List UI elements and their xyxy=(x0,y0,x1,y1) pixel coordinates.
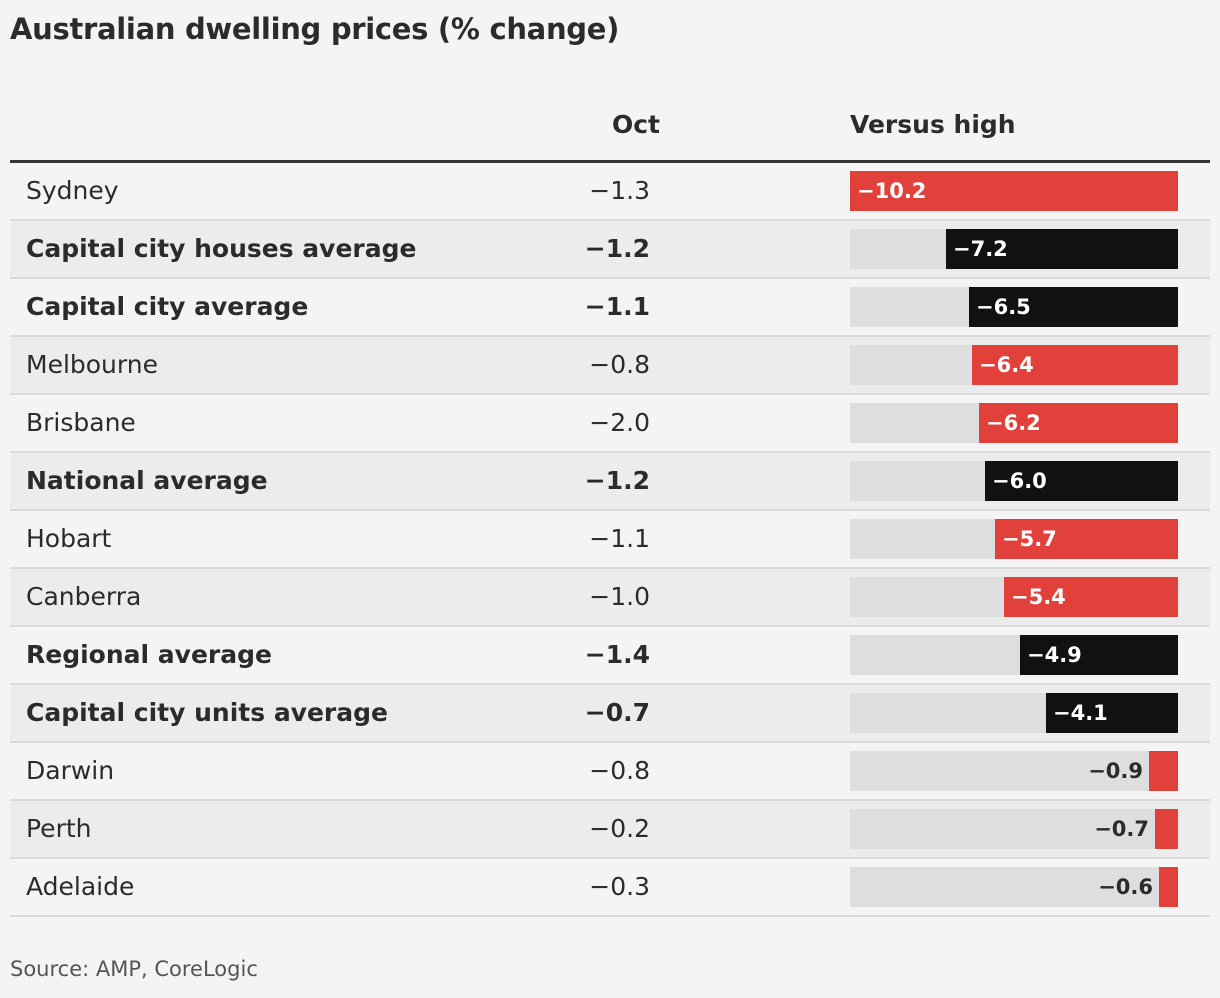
bar-track: −6.0 xyxy=(850,461,1178,501)
table-row: Canberra −1.0 −5.4 xyxy=(10,569,1210,627)
versus-high-label: −5.7 xyxy=(1002,527,1057,551)
table-body: Sydney −1.3 −10.2 Capital city houses avera… xyxy=(10,163,1210,917)
city-bar xyxy=(1159,867,1178,907)
row-name: Capital city units average xyxy=(26,698,388,727)
oct-value: −0.2 xyxy=(589,814,650,843)
bar-track: −7.2 xyxy=(850,229,1178,269)
bar-track: −6.2 xyxy=(850,403,1178,443)
bar-track: −0.6 xyxy=(850,867,1178,907)
row-name: Capital city average xyxy=(26,292,309,321)
average-bar xyxy=(1046,693,1178,733)
city-bar xyxy=(850,171,1178,211)
average-bar xyxy=(1020,635,1178,675)
bar-track: −5.4 xyxy=(850,577,1178,617)
chart-title: Australian dwelling prices (% change) xyxy=(10,12,620,46)
table-row: Hobart −1.1 −5.7 xyxy=(10,511,1210,569)
city-bar xyxy=(995,519,1178,559)
bar-track: −5.7 xyxy=(850,519,1178,559)
versus-high-label: −7.2 xyxy=(953,237,1008,261)
versus-high-label: −10.2 xyxy=(857,179,927,203)
table-row: Capital city average −1.1 −6.5 xyxy=(10,279,1210,337)
bar-track: −6.5 xyxy=(850,287,1178,327)
row-name: Hobart xyxy=(26,524,112,553)
row-name: Melbourne xyxy=(26,350,158,379)
bar-track: −0.7 xyxy=(850,809,1178,849)
versus-high-label: −6.4 xyxy=(979,353,1034,377)
table-row: Capital city houses average −1.2 −7.2 xyxy=(10,221,1210,279)
table-row: Perth −0.2 −0.7 xyxy=(10,801,1210,859)
city-bar xyxy=(1155,809,1178,849)
bar-track: −4.1 xyxy=(850,693,1178,733)
oct-value: −1.2 xyxy=(584,466,650,495)
versus-high-label: −4.1 xyxy=(1053,701,1108,725)
row-name: Regional average xyxy=(26,640,272,669)
table-row: Regional average −1.4 −4.9 xyxy=(10,627,1210,685)
row-name: National average xyxy=(26,466,268,495)
row-name: Brisbane xyxy=(26,408,136,437)
bar-track: −6.4 xyxy=(850,345,1178,385)
oct-value: −1.4 xyxy=(584,640,650,669)
table-row: Darwin −0.8 −0.9 xyxy=(10,743,1210,801)
bar-track: −10.2 xyxy=(850,171,1178,211)
versus-high-label: −0.7 xyxy=(1094,817,1149,841)
table-row: National average −1.2 −6.0 xyxy=(10,453,1210,511)
city-bar xyxy=(972,345,1178,385)
row-name: Adelaide xyxy=(26,872,135,901)
oct-value: −1.0 xyxy=(589,582,650,611)
average-bar xyxy=(946,229,1178,269)
table-header: Oct Versus high xyxy=(10,100,1210,163)
city-bar xyxy=(979,403,1178,443)
column-header-oct: Oct xyxy=(611,110,660,139)
average-bar xyxy=(985,461,1178,501)
versus-high-label: −0.9 xyxy=(1088,759,1143,783)
source-note: Source: AMP, CoreLogic xyxy=(10,957,258,981)
average-bar xyxy=(969,287,1178,327)
column-header-versus-high: Versus high xyxy=(850,110,1016,139)
row-name: Perth xyxy=(26,814,92,843)
oct-value: −2.0 xyxy=(589,408,650,437)
oct-value: −1.1 xyxy=(589,524,650,553)
table-row: Sydney −1.3 −10.2 xyxy=(10,163,1210,221)
table-row: Melbourne −0.8 −6.4 xyxy=(10,337,1210,395)
versus-high-label: −6.0 xyxy=(992,469,1047,493)
city-bar xyxy=(1004,577,1178,617)
row-name: Sydney xyxy=(26,176,119,205)
row-name: Darwin xyxy=(26,756,115,785)
oct-value: −0.7 xyxy=(584,698,650,727)
city-bar xyxy=(1149,751,1178,791)
oct-value: −1.3 xyxy=(589,176,650,205)
bar-track: −4.9 xyxy=(850,635,1178,675)
versus-high-label: −4.9 xyxy=(1027,643,1082,667)
table-row: Capital city units average −0.7 −4.1 xyxy=(10,685,1210,743)
table-row: Adelaide −0.3 −0.6 xyxy=(10,859,1210,917)
oct-value: −0.8 xyxy=(589,350,650,379)
row-name: Canberra xyxy=(26,582,142,611)
oct-value: −1.2 xyxy=(584,234,650,263)
row-name: Capital city houses average xyxy=(26,234,417,263)
oct-value: −1.1 xyxy=(584,292,650,321)
oct-value: −0.3 xyxy=(589,872,650,901)
versus-high-label: −6.2 xyxy=(986,411,1041,435)
oct-value: −0.8 xyxy=(589,756,650,785)
versus-high-label: −5.4 xyxy=(1011,585,1066,609)
table-row: Brisbane −2.0 −6.2 xyxy=(10,395,1210,453)
bar-track: −0.9 xyxy=(850,751,1178,791)
versus-high-label: −0.6 xyxy=(1098,875,1153,899)
versus-high-label: −6.5 xyxy=(976,295,1031,319)
